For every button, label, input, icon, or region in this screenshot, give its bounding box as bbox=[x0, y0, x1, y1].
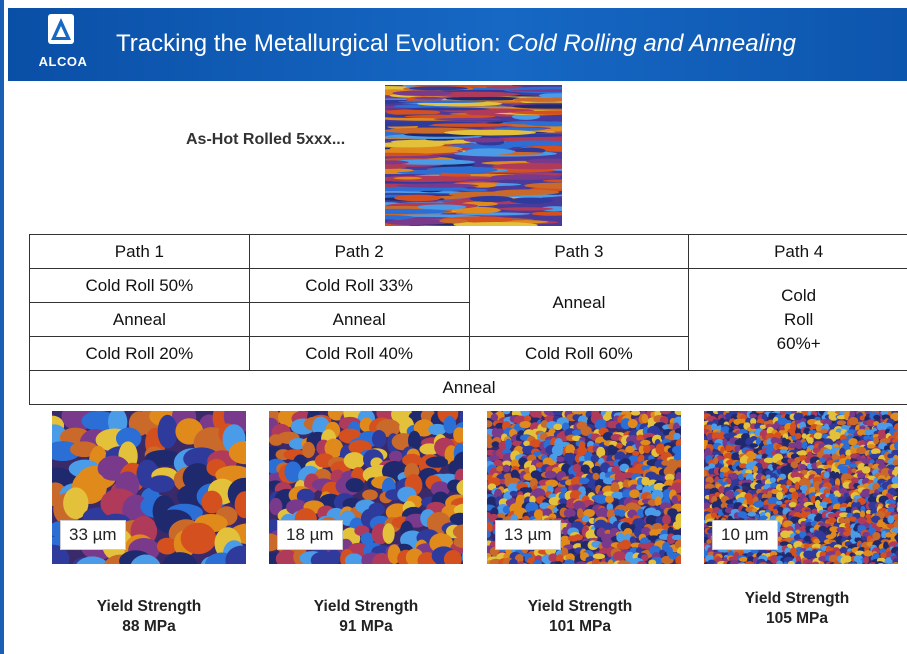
slide-header: ALCOA Tracking the Metallurgical Evoluti… bbox=[8, 8, 907, 81]
alcoa-logo: ALCOA bbox=[28, 12, 94, 74]
alcoa-triangle-icon bbox=[48, 14, 74, 44]
path2-step2: Anneal bbox=[248, 302, 470, 337]
path2-step3: Cold Roll 40% bbox=[248, 336, 470, 371]
scale-label-1: 33 µm bbox=[60, 520, 126, 550]
ys4-value: 105 MPa bbox=[765, 610, 829, 627]
ys2-value: 91 MPa bbox=[339, 618, 393, 635]
path1-step1: Cold Roll 50% bbox=[29, 268, 250, 303]
micrograph-4-image bbox=[704, 411, 898, 564]
final-anneal: Anneal bbox=[29, 370, 907, 405]
micrograph-1: 33 µm bbox=[52, 411, 246, 564]
ys1-label: Yield Strength bbox=[96, 598, 202, 615]
title-plain: Tracking the Metallurgical Evolution: bbox=[116, 30, 508, 57]
ys4-label: Yield Strength bbox=[744, 590, 850, 607]
header-path-1: Path 1 bbox=[29, 234, 250, 269]
yield-strength-2: Yield Strength 91 MPa bbox=[276, 597, 456, 637]
path4-step: Cold Roll 60%+ bbox=[688, 268, 907, 371]
yield-strength-4: Yield Strength 105 MPa bbox=[707, 589, 887, 629]
path4-line1: Cold bbox=[781, 285, 817, 305]
micrograph-4: 10 µm bbox=[704, 411, 898, 564]
scale-label-4: 10 µm bbox=[712, 520, 778, 550]
micrograph-3-image bbox=[487, 411, 681, 564]
header-path-2: Path 2 bbox=[248, 234, 470, 269]
header-path-4: Path 4 bbox=[688, 234, 907, 269]
yield-strength-3: Yield Strength 101 MPa bbox=[490, 597, 670, 637]
ys2-label: Yield Strength bbox=[313, 598, 419, 615]
scale-label-2: 18 µm bbox=[277, 520, 343, 550]
scale-label-3: 13 µm bbox=[495, 520, 561, 550]
path4-line3: 60%+ bbox=[776, 333, 821, 353]
ys1-value: 88 MPa bbox=[122, 618, 176, 635]
logo-text: ALCOA bbox=[38, 54, 88, 69]
header-path-3: Path 3 bbox=[468, 234, 690, 269]
left-border bbox=[0, 0, 4, 654]
path1-step2: Anneal bbox=[29, 302, 250, 337]
path2-step1: Cold Roll 33% bbox=[248, 268, 470, 303]
micrograph-1-image bbox=[52, 411, 246, 564]
hot-rolled-micrograph bbox=[385, 85, 562, 226]
path4-line2: Roll bbox=[784, 309, 814, 329]
path3-step1: Anneal bbox=[468, 268, 690, 337]
yield-strength-1: Yield Strength 88 MPa bbox=[59, 597, 239, 637]
micrograph-2: 18 µm bbox=[269, 411, 463, 564]
path1-step3: Cold Roll 20% bbox=[29, 336, 250, 371]
slide-title: Tracking the Metallurgical Evolution: Co… bbox=[116, 30, 796, 58]
title-italic: Cold Rolling and Annealing bbox=[507, 30, 796, 57]
micrograph-3: 13 µm bbox=[487, 411, 681, 564]
ys3-value: 101 MPa bbox=[548, 618, 612, 635]
ys3-label: Yield Strength bbox=[527, 598, 633, 615]
path3-step2: Cold Roll 60% bbox=[468, 336, 690, 371]
hot-rolled-label: As-Hot Rolled 5xxx... bbox=[186, 131, 346, 148]
process-paths-table: Path 1 Path 2 Path 3 Path 4 Cold Roll 50… bbox=[29, 234, 907, 405]
